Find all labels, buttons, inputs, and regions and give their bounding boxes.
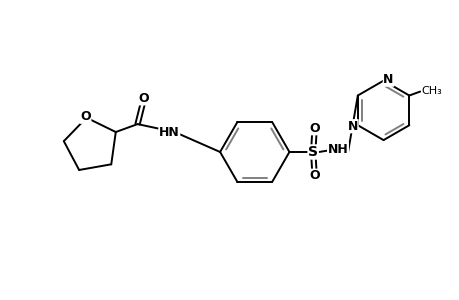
Text: N: N bbox=[382, 73, 393, 86]
Text: O: O bbox=[308, 122, 319, 135]
Text: O: O bbox=[308, 169, 319, 182]
Text: HN: HN bbox=[158, 125, 179, 139]
Text: NH: NH bbox=[327, 142, 347, 155]
Text: O: O bbox=[138, 92, 149, 105]
Text: S: S bbox=[308, 145, 318, 159]
Text: O: O bbox=[80, 110, 90, 123]
Text: CH₃: CH₃ bbox=[421, 85, 442, 96]
Text: N: N bbox=[347, 120, 357, 133]
